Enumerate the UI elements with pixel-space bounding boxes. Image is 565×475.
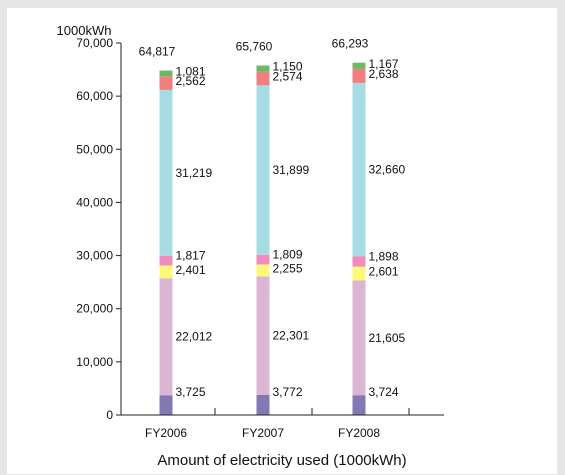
segment-value-label: 1,898 bbox=[369, 250, 399, 264]
y-tick-label: 10,000 bbox=[76, 355, 113, 369]
segment-value-label: 21,605 bbox=[369, 331, 406, 345]
bar-segment bbox=[352, 395, 366, 415]
bar-segment bbox=[159, 76, 173, 90]
segment-value-label: 1,817 bbox=[176, 249, 206, 263]
segment-value-label: 2,638 bbox=[369, 67, 399, 81]
bar-segment bbox=[159, 70, 173, 77]
segment-value-label: 3,772 bbox=[273, 385, 303, 399]
segment-value-label: 2,255 bbox=[273, 261, 303, 275]
bar-segment bbox=[352, 62, 366, 69]
y-tick-label: 0 bbox=[106, 408, 113, 422]
segment-value-label: 31,899 bbox=[273, 163, 310, 177]
total-value-label: 64,817 bbox=[139, 45, 176, 59]
segment-value-label: 31,219 bbox=[176, 166, 213, 180]
x-tick-label: FY2008 bbox=[338, 426, 380, 440]
bar-segment bbox=[159, 255, 173, 266]
y-tick-label: 50,000 bbox=[76, 142, 113, 156]
bar-segment bbox=[159, 395, 173, 415]
segment-value-label: 2,601 bbox=[369, 264, 399, 278]
segment-value-label: 2,574 bbox=[273, 69, 303, 83]
chart-panel: 1000kWh 0 10,000 20,000 30,000 40,000 50,000 6… bbox=[7, 8, 557, 474]
y-axis-unit-label: 1000kWh bbox=[57, 23, 112, 38]
y-tick-label: 30,000 bbox=[76, 249, 113, 263]
bar-segment bbox=[256, 71, 270, 86]
x-axis-ticks: FY2006 FY2007 FY2008 bbox=[145, 408, 410, 440]
segment-value-label: 3,724 bbox=[369, 385, 399, 399]
bar-segment bbox=[256, 264, 270, 277]
bar-segment bbox=[256, 254, 270, 265]
segment-value-label: 22,301 bbox=[273, 329, 310, 343]
bar-segment bbox=[352, 266, 366, 281]
chart-caption: Amount of electricity used (1000kWh) bbox=[157, 452, 406, 469]
total-value-label: 66,293 bbox=[332, 37, 369, 51]
segment-value-label: 1,081 bbox=[176, 64, 206, 78]
bar-segment bbox=[352, 256, 366, 267]
bar-segment bbox=[256, 394, 270, 415]
y-tick-label: 20,000 bbox=[76, 302, 113, 316]
bar-segment bbox=[256, 276, 270, 395]
bar-segment bbox=[352, 280, 366, 396]
segment-value-label: 2,401 bbox=[176, 263, 206, 277]
segment-value-label: 3,725 bbox=[176, 385, 206, 399]
bars bbox=[159, 62, 366, 415]
total-value-label: 65,760 bbox=[236, 40, 273, 54]
segment-value-label: 1,167 bbox=[369, 57, 399, 71]
stacked-bar-chart: 1000kWh 0 10,000 20,000 30,000 40,000 50,000 6… bbox=[57, 23, 444, 469]
y-tick-label: 70,000 bbox=[76, 36, 113, 50]
segment-value-label: 32,660 bbox=[369, 163, 406, 177]
x-tick-label: FY2006 bbox=[145, 426, 187, 440]
bar-segment bbox=[159, 278, 173, 396]
bar-segment bbox=[159, 265, 173, 279]
segment-value-label: 1,809 bbox=[273, 248, 303, 262]
y-axis-ticks: 0 10,000 20,000 30,000 40,000 50,000 60,000 70,… bbox=[76, 36, 121, 422]
x-tick-label: FY2007 bbox=[242, 426, 284, 440]
y-tick-label: 40,000 bbox=[76, 195, 113, 209]
bar-segment bbox=[256, 85, 270, 255]
segment-value-label: 22,012 bbox=[176, 330, 213, 344]
segment-value-label: 2,562 bbox=[176, 74, 206, 88]
bar-segment bbox=[352, 82, 366, 257]
segment-value-label: 1,150 bbox=[273, 60, 303, 74]
y-tick-label: 60,000 bbox=[76, 89, 113, 103]
bar-segment bbox=[256, 65, 270, 72]
bar-segment bbox=[159, 89, 173, 256]
bar-segment bbox=[352, 68, 366, 83]
